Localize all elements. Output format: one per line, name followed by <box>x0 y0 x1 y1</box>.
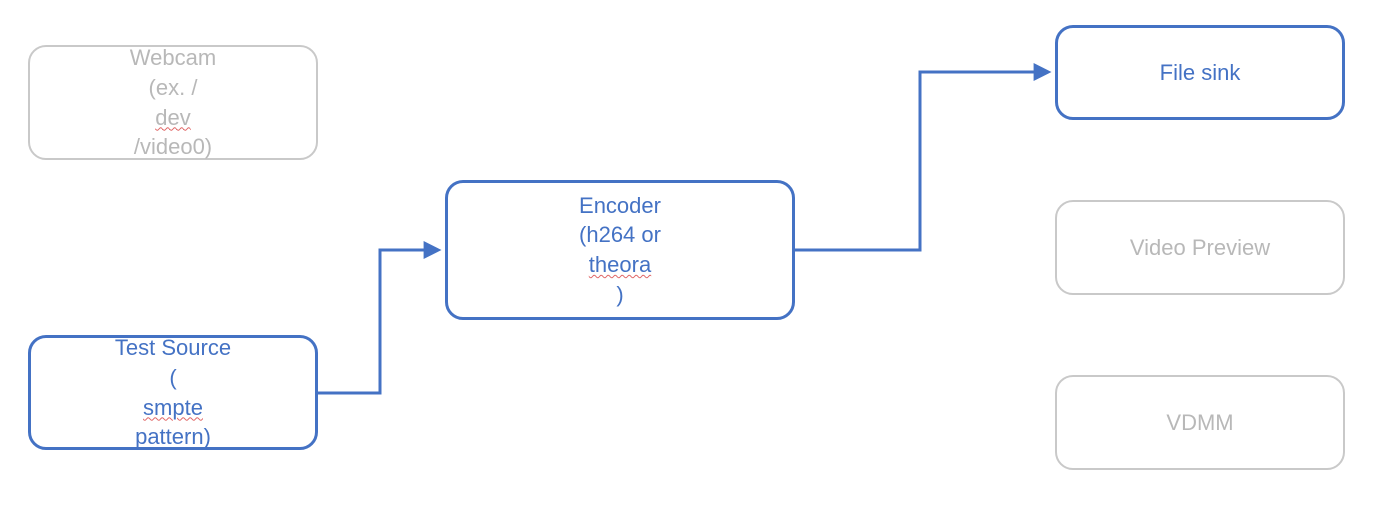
node-label-line2: (ex. /dev/video0) <box>134 73 212 162</box>
edge-encoder-filesink <box>795 72 1048 250</box>
node-label-line1: VDMM <box>1166 408 1233 438</box>
node-webcam: Webcam (ex. /dev/video0) <box>28 45 318 160</box>
node-vdmm: VDMM <box>1055 375 1345 470</box>
node-video-preview: Video Preview <box>1055 200 1345 295</box>
node-label-line2: (h264 or theora) <box>579 220 661 309</box>
node-encoder: Encoder (h264 or theora) <box>445 180 795 320</box>
node-label-line1: Webcam <box>130 43 216 73</box>
node-label-line1: File sink <box>1160 58 1241 88</box>
node-label-line1: Video Preview <box>1130 233 1270 263</box>
node-label-line1: Test Source <box>115 333 231 363</box>
node-test-source: Test Source (smpte pattern) <box>28 335 318 450</box>
node-label-line2: (smpte pattern) <box>135 363 211 452</box>
edge-testsource-encoder <box>318 250 438 393</box>
node-label-line1: Encoder <box>579 191 661 221</box>
node-file-sink: File sink <box>1055 25 1345 120</box>
